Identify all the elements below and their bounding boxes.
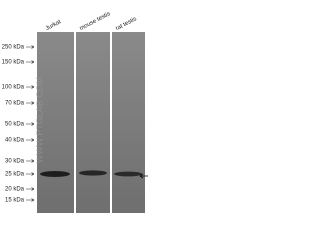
marker-label: 40 kDa (5, 138, 25, 144)
marker-label: 30 kDa (5, 159, 25, 165)
marker-arrow (26, 45, 35, 49)
marker-arrow (26, 101, 35, 105)
lane-panel (76, 32, 110, 213)
marker-label: 70 kDa (5, 101, 25, 107)
marker-arrow (26, 85, 35, 89)
lane-panel (37, 32, 74, 213)
marker-arrow (26, 159, 35, 163)
marker-label: 150 kDa (2, 60, 25, 66)
marker-arrow (26, 122, 35, 126)
marker-label: 100 kDa (2, 85, 25, 91)
marker-arrow (26, 138, 35, 142)
marker-label: 250 kDa (2, 45, 25, 51)
marker-label: 20 kDa (5, 187, 25, 193)
marker-arrow (26, 60, 35, 64)
lane-panel (112, 32, 145, 213)
band (79, 170, 107, 176)
marker-label: 25 kDa (5, 172, 25, 178)
lane-label: rat testis (115, 16, 138, 32)
marker-label: 50 kDa (5, 122, 25, 128)
marker-arrow (26, 172, 35, 176)
band-arrow (139, 173, 148, 179)
marker-arrow (26, 187, 35, 191)
band (114, 171, 142, 177)
band (40, 171, 70, 177)
lane-label: Jurkat (45, 19, 63, 32)
blot-figure: WWW.PTGLAB.COM Jurkat mouse testis rat tes… (2, 11, 148, 213)
marker-label: 15 kDa (5, 198, 25, 204)
marker-arrow (26, 198, 35, 202)
watermark: WWW.PTGLAB.COM (34, 77, 44, 164)
lane-label: mouse testis (79, 11, 112, 32)
